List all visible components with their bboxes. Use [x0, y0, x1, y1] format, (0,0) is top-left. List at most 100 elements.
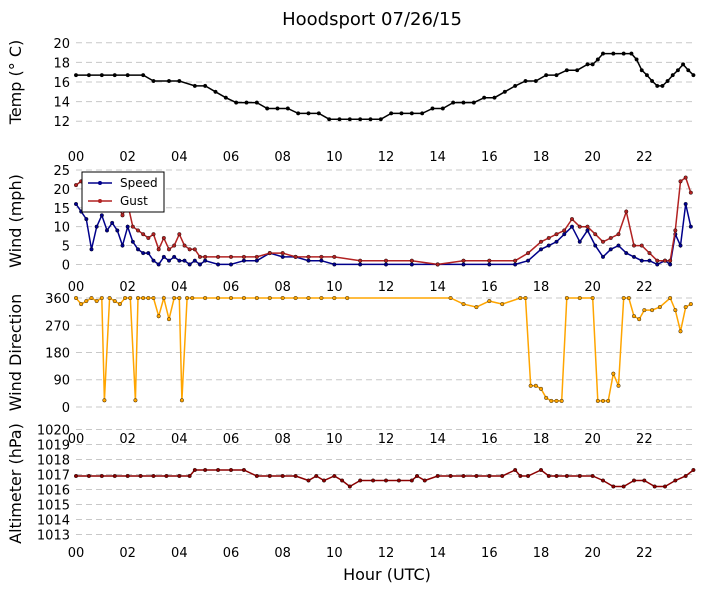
data-point [593, 243, 598, 248]
data-point [577, 474, 582, 479]
data-point [216, 262, 221, 267]
data-point [585, 224, 590, 229]
x-tick-label: 00 [68, 280, 85, 295]
data-point [94, 299, 99, 304]
data-point [616, 383, 621, 388]
chart-title: Hoodsport 07/26/15 [282, 9, 462, 30]
data-point [337, 117, 342, 122]
data-point [241, 468, 246, 473]
data-point [332, 254, 337, 259]
data-point [585, 62, 590, 67]
data-point [384, 258, 389, 263]
data-point [99, 474, 104, 479]
data-point [332, 262, 337, 267]
data-point [544, 73, 549, 78]
data-point [523, 79, 528, 84]
data-point [673, 308, 678, 313]
data-point [368, 117, 373, 122]
data-point [192, 258, 197, 263]
data-point [611, 51, 616, 56]
data-point [117, 302, 122, 307]
data-point [461, 100, 466, 105]
data-point [652, 484, 657, 489]
data-point [665, 79, 670, 84]
x-tick-label: 10 [326, 150, 343, 165]
y-axis-title: Wind (mph) [6, 174, 25, 268]
data-point [606, 398, 611, 403]
data-point [399, 111, 404, 116]
x-tick-label: 12 [378, 150, 395, 165]
data-point [384, 262, 389, 267]
panel-wind: 0 5 10 15 20 25 00 02 04 06 08 10 12 14 16 18 20 22 Wind (… [6, 164, 696, 295]
data-point [691, 468, 696, 473]
data-point [115, 228, 120, 233]
y-tick-label: 1013 [37, 529, 70, 544]
data-point [172, 243, 177, 248]
legend-label: Gust [120, 194, 148, 208]
data-point [254, 100, 259, 105]
data-point [347, 484, 352, 489]
data-point [518, 474, 523, 479]
data-point [135, 296, 140, 301]
data-point [192, 83, 197, 88]
data-point [94, 224, 99, 229]
data-point [216, 296, 221, 301]
data-point [616, 232, 621, 237]
data-point [128, 296, 133, 301]
series-line-altimeter [76, 469, 694, 488]
data-point [73, 296, 78, 301]
data-point [644, 73, 649, 78]
data-point [621, 484, 626, 489]
data-point [166, 247, 171, 252]
x-tick-label: 02 [119, 150, 136, 165]
data-point [267, 251, 272, 256]
data-point [544, 395, 549, 400]
data-point [409, 258, 414, 263]
x-tick-label: 04 [171, 150, 188, 165]
x-tick-label: 20 [584, 150, 601, 165]
data-point [668, 258, 673, 263]
data-point [187, 262, 192, 267]
data-point [84, 299, 89, 304]
data-point [378, 117, 383, 122]
data-point [190, 296, 195, 301]
data-point [234, 100, 239, 105]
data-point [601, 478, 606, 483]
data-point [639, 258, 644, 263]
data-point [125, 73, 130, 78]
data-point [327, 117, 332, 122]
y-tick-label: 90 [53, 374, 70, 389]
data-point [562, 232, 567, 237]
data-point [306, 258, 311, 263]
data-point [533, 383, 538, 388]
data-point [549, 398, 554, 403]
data-point [663, 258, 668, 263]
data-point [461, 474, 466, 479]
legend-box [81, 171, 165, 213]
x-tick-label: 04 [171, 546, 188, 561]
data-point [691, 73, 696, 78]
data-point [314, 474, 319, 479]
x-tick-label: 12 [378, 432, 395, 447]
data-point [440, 106, 445, 111]
y-tick-label: 1019 [37, 439, 70, 454]
y-tick-label: 1016 [37, 484, 70, 499]
data-point [595, 57, 600, 62]
data-point [554, 239, 559, 244]
x-tick-label: 22 [636, 546, 653, 561]
data-point [123, 296, 128, 301]
data-point [316, 111, 321, 116]
data-point [141, 251, 146, 256]
data-point [254, 296, 259, 301]
x-tick-label: 22 [636, 432, 653, 447]
data-point [528, 383, 533, 388]
data-point [371, 478, 376, 483]
data-point [688, 224, 693, 229]
data-point [513, 468, 518, 473]
y-tick-label: 1020 [37, 424, 70, 439]
data-point [241, 258, 246, 263]
data-point [89, 296, 94, 301]
data-point [267, 296, 272, 301]
data-point [487, 299, 492, 304]
